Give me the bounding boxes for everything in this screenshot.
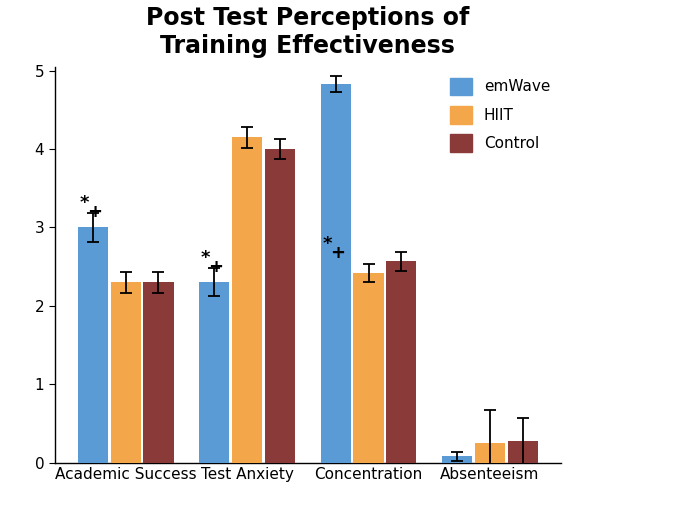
Text: +: + — [330, 244, 345, 262]
Bar — [442, 456, 473, 463]
Bar — [386, 261, 417, 463]
Bar — [354, 273, 384, 463]
Legend: emWave, HIIT, Control: emWave, HIIT, Control — [444, 71, 556, 158]
Bar — [143, 282, 174, 463]
Text: *: * — [79, 194, 89, 212]
Bar — [111, 282, 141, 463]
Title: Post Test Perceptions of
Training Effectiveness: Post Test Perceptions of Training Effect… — [146, 6, 469, 58]
Text: +: + — [87, 203, 102, 221]
Bar — [232, 137, 262, 463]
Bar — [508, 442, 538, 463]
Text: *: * — [201, 249, 211, 267]
Bar — [199, 282, 230, 463]
Text: *: * — [322, 234, 332, 252]
Bar — [78, 228, 108, 463]
Bar — [265, 149, 295, 463]
Bar — [321, 84, 351, 463]
Text: +: + — [208, 258, 223, 276]
Bar — [475, 443, 505, 463]
